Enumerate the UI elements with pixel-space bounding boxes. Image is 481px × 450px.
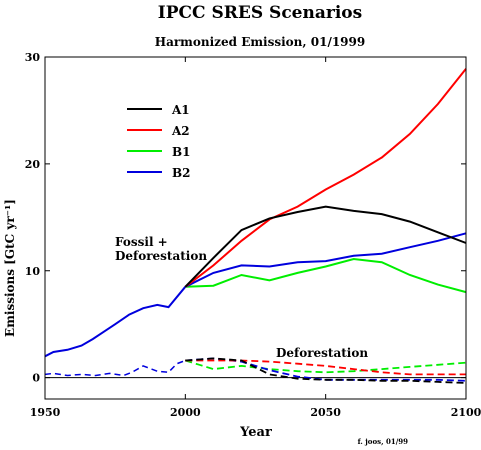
chart-title: IPCC SRES Scenarios: [158, 3, 362, 23]
y-tick-label: 10: [25, 265, 41, 278]
x-axis-label: Year: [239, 425, 272, 440]
historical-deforestation-line: [44, 359, 186, 377]
series-b1-fossil-line: [185, 257, 467, 294]
axes: 1950 2000 2050 2100 0 10 20 30: [25, 51, 481, 419]
y-axis-label: Emissions [GtC yr⁻¹]: [3, 199, 17, 337]
legend: A1 A2 B1 B2: [127, 103, 191, 180]
y-tick-label: 30: [25, 51, 41, 64]
series-a1-deforestation-line: [185, 357, 467, 384]
y-tick-label: 20: [25, 158, 41, 171]
legend-label-b1: B1: [172, 145, 191, 159]
y-tick-label: 0: [32, 372, 40, 385]
credit-text: f. joos, 01/99: [358, 437, 408, 446]
x-tick-label: 2050: [310, 406, 341, 419]
series-b2-fossil-line: [184, 232, 467, 288]
legend-label-a1: A1: [171, 103, 190, 117]
annotation-deforestation: Deforestation: [276, 346, 368, 360]
annotation-fossil-deforestation: Deforestation: [115, 249, 207, 263]
annotation-fossil: Fossil +: [115, 235, 168, 249]
plot-lines: [44, 68, 467, 384]
plot-frame: [44, 56, 467, 400]
legend-label-b2: B2: [172, 166, 191, 180]
series-b1-deforestation-line: [185, 359, 467, 374]
series-a1-fossil-line: [184, 205, 467, 288]
chart-subtitle: Harmonized Emission, 01/1999: [155, 35, 365, 49]
x-tick-label: 1950: [30, 406, 61, 419]
x-tick-label: 2100: [451, 406, 481, 419]
historical-fossil-line: [44, 286, 187, 358]
series-a2-deforestation-line: [185, 359, 466, 376]
x-tick-label: 2000: [170, 406, 201, 419]
series-a2-fossil-line: [184, 68, 467, 288]
legend-label-a2: A2: [171, 124, 190, 138]
